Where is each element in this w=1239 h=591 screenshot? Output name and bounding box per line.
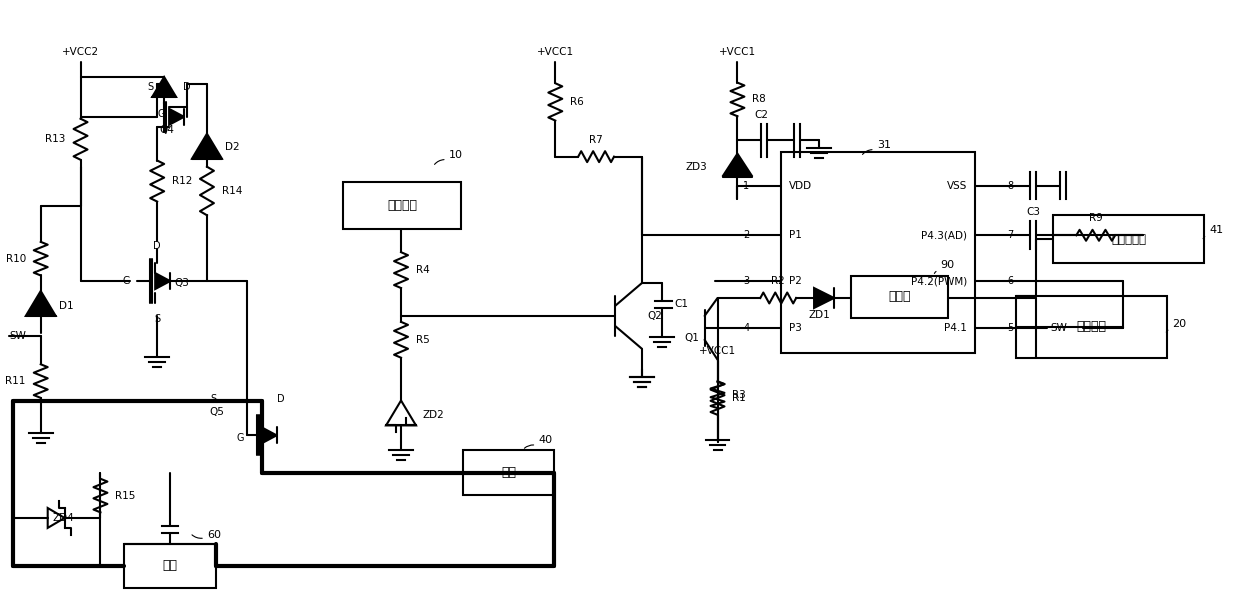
Text: 主控制器: 主控制器 xyxy=(1077,320,1106,333)
Text: SW: SW xyxy=(9,331,26,341)
Polygon shape xyxy=(170,109,185,125)
Text: Q1: Q1 xyxy=(685,333,700,343)
Text: ZD3: ZD3 xyxy=(686,161,707,171)
Text: S: S xyxy=(147,82,154,92)
Text: ZD2: ZD2 xyxy=(422,410,445,420)
Text: C2: C2 xyxy=(755,110,768,120)
Text: 3: 3 xyxy=(743,276,750,286)
Polygon shape xyxy=(722,154,752,177)
Text: R9: R9 xyxy=(1089,213,1103,223)
Polygon shape xyxy=(814,288,834,308)
Text: R1: R1 xyxy=(732,393,746,403)
Text: 马达: 马达 xyxy=(162,559,177,572)
Text: Q3: Q3 xyxy=(175,278,190,288)
Text: 31: 31 xyxy=(877,139,891,150)
Text: VDD: VDD xyxy=(789,180,813,190)
Polygon shape xyxy=(47,508,64,528)
Text: D: D xyxy=(183,82,191,92)
Text: D: D xyxy=(154,241,161,251)
Text: ZD4: ZD4 xyxy=(53,513,74,523)
Text: R10: R10 xyxy=(5,254,26,264)
Text: 1: 1 xyxy=(743,180,750,190)
Text: 60: 60 xyxy=(207,530,221,540)
Polygon shape xyxy=(152,77,176,97)
Text: 电流传感器: 电流传感器 xyxy=(1111,233,1146,246)
FancyBboxPatch shape xyxy=(782,152,975,353)
FancyBboxPatch shape xyxy=(343,181,461,229)
Text: R13: R13 xyxy=(46,134,66,144)
Text: 充电器: 充电器 xyxy=(888,291,911,304)
Text: P4.2(PWM): P4.2(PWM) xyxy=(911,276,968,286)
Text: 7: 7 xyxy=(1007,230,1014,241)
Text: D1: D1 xyxy=(58,301,73,311)
Text: SW: SW xyxy=(1049,323,1067,333)
Text: R8: R8 xyxy=(752,95,766,105)
Text: P1: P1 xyxy=(789,230,802,241)
Text: S: S xyxy=(211,394,217,404)
Text: C1: C1 xyxy=(675,299,689,309)
FancyBboxPatch shape xyxy=(124,544,216,587)
Text: 20: 20 xyxy=(1172,319,1187,329)
Text: R11: R11 xyxy=(5,376,26,386)
Polygon shape xyxy=(192,134,222,158)
Text: +VCC1: +VCC1 xyxy=(536,47,574,57)
Text: 41: 41 xyxy=(1209,225,1223,235)
Text: 8: 8 xyxy=(1007,180,1014,190)
Text: G: G xyxy=(123,276,130,286)
Text: D: D xyxy=(276,394,284,404)
FancyBboxPatch shape xyxy=(1016,296,1167,358)
Polygon shape xyxy=(387,401,416,426)
Text: R15: R15 xyxy=(115,491,136,501)
Polygon shape xyxy=(155,273,170,289)
Text: G: G xyxy=(157,109,165,119)
Text: R6: R6 xyxy=(570,97,584,107)
Text: 电池: 电池 xyxy=(501,466,515,479)
Text: R12: R12 xyxy=(172,176,192,186)
Text: Q5: Q5 xyxy=(209,407,224,417)
FancyBboxPatch shape xyxy=(851,276,948,318)
Text: P4.3(AD): P4.3(AD) xyxy=(922,230,968,241)
FancyBboxPatch shape xyxy=(462,450,554,495)
Text: C3: C3 xyxy=(1026,207,1040,217)
Text: Q4: Q4 xyxy=(160,125,175,135)
Text: R7: R7 xyxy=(590,135,603,145)
Text: 6: 6 xyxy=(1007,276,1014,286)
Text: P3: P3 xyxy=(789,323,802,333)
Text: 4: 4 xyxy=(743,323,750,333)
Text: +VCC1: +VCC1 xyxy=(719,47,756,57)
Text: P4.1: P4.1 xyxy=(944,323,968,333)
Text: R2: R2 xyxy=(772,276,786,286)
Text: D2: D2 xyxy=(224,142,239,152)
Text: R5: R5 xyxy=(416,335,430,345)
Text: +VCC1: +VCC1 xyxy=(699,346,736,356)
Text: +VCC2: +VCC2 xyxy=(62,47,99,57)
Text: G: G xyxy=(237,433,244,443)
Text: 2: 2 xyxy=(743,230,750,241)
Text: 90: 90 xyxy=(940,260,954,270)
Text: Q2: Q2 xyxy=(648,311,663,321)
Text: 40: 40 xyxy=(539,436,553,445)
Text: ZD1: ZD1 xyxy=(808,310,830,320)
Polygon shape xyxy=(261,427,276,443)
Text: 5: 5 xyxy=(1007,323,1014,333)
Text: VSS: VSS xyxy=(947,180,968,190)
Text: 10: 10 xyxy=(449,150,463,160)
Polygon shape xyxy=(26,291,56,316)
FancyBboxPatch shape xyxy=(1053,215,1204,263)
Text: R14: R14 xyxy=(222,186,243,196)
Text: R3: R3 xyxy=(732,390,746,400)
Text: R4: R4 xyxy=(416,265,430,275)
Text: 驱动开关: 驱动开关 xyxy=(387,199,418,212)
Text: S: S xyxy=(154,314,160,324)
Text: P2: P2 xyxy=(789,276,802,286)
